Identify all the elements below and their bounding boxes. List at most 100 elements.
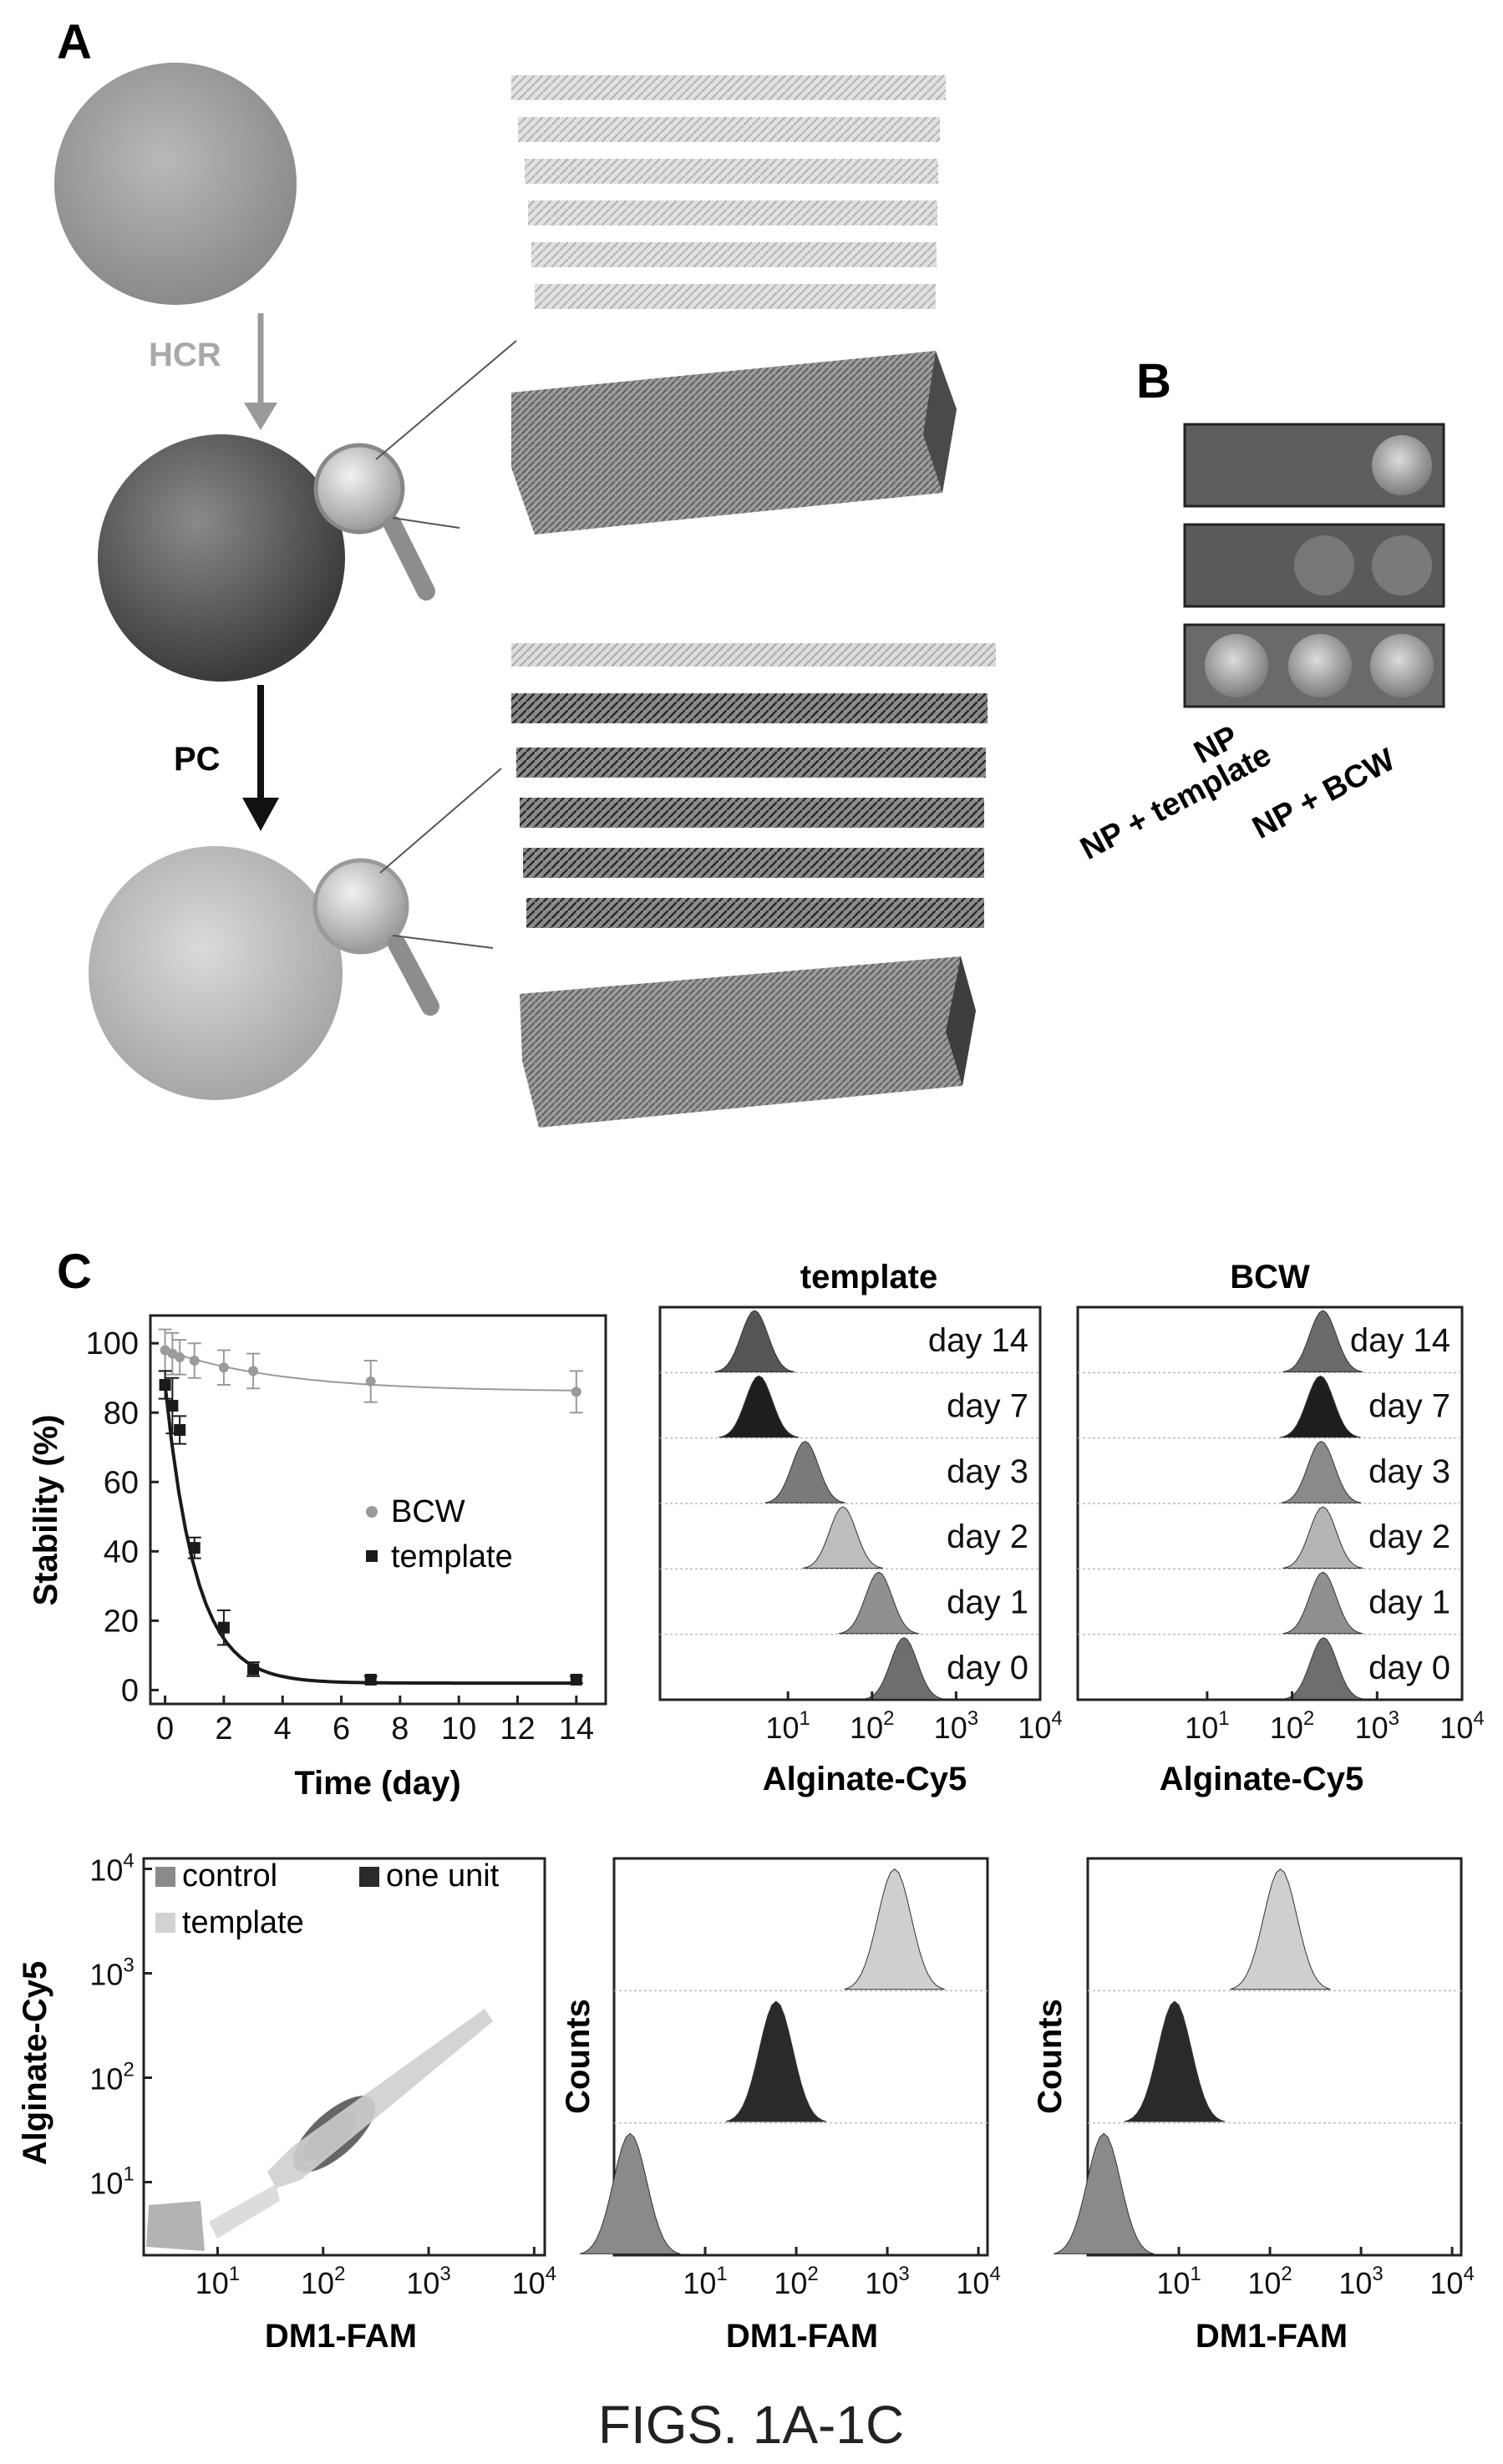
x-tick-label: 102 bbox=[774, 2263, 818, 2300]
well-label-np-template: NP + template bbox=[1075, 738, 1277, 867]
histogram-peak-day-3 bbox=[1281, 1441, 1362, 1503]
point-bcw bbox=[571, 1387, 581, 1397]
legend-one-unit: one unit bbox=[386, 1858, 500, 1894]
x-tick-label: 103 bbox=[934, 1707, 978, 1745]
point-template bbox=[247, 1663, 260, 1676]
x-tick-label: 101 bbox=[195, 2263, 240, 2300]
magnifier-handle-bottom bbox=[388, 935, 439, 1016]
counts-b-frame bbox=[1086, 1857, 1463, 2257]
counts-a-frame bbox=[612, 1857, 989, 2257]
y-tick-label: 104 bbox=[89, 1850, 134, 1888]
x-tick-label: 103 bbox=[865, 2263, 909, 2300]
legend-control: control bbox=[182, 1858, 277, 1894]
figure-caption: FIGS. 1A-1C bbox=[598, 2395, 904, 2455]
point-template bbox=[364, 1673, 377, 1686]
point-bcw bbox=[365, 1376, 376, 1387]
x-tick-label: 10 bbox=[441, 1711, 476, 1747]
x-tick-label: 14 bbox=[559, 1711, 594, 1747]
x-tick-label: 6 bbox=[333, 1711, 350, 1747]
nanoparticle-sphere-mid bbox=[98, 434, 345, 682]
y-tick-label: 100 bbox=[86, 1326, 139, 1361]
x-tick-label: 104 bbox=[512, 2263, 556, 2300]
pc-label: PC bbox=[174, 741, 221, 778]
y-tick-label: 40 bbox=[104, 1534, 139, 1569]
chart-counts-a: DM1-FAM Counts 101 102 103 104 bbox=[560, 1857, 1001, 2355]
hist-template-title: template bbox=[800, 1259, 938, 1295]
point-template bbox=[570, 1673, 582, 1686]
x-tick-label: 2 bbox=[215, 1711, 232, 1747]
point-template bbox=[159, 1379, 171, 1392]
row-label-day-1: day 1 bbox=[1368, 1584, 1450, 1621]
x-tick-label: 102 bbox=[850, 1707, 894, 1745]
y-tick-label: 103 bbox=[89, 1954, 134, 1992]
pc-arrow-head bbox=[242, 798, 279, 831]
hcr-label: HCR bbox=[149, 337, 221, 373]
stability-legend: BCW template bbox=[366, 1494, 513, 1574]
y-tick-label: 60 bbox=[104, 1465, 139, 1500]
panel-c-letter: C bbox=[57, 1245, 92, 1299]
histogram-peak-day-3 bbox=[764, 1441, 845, 1503]
scatter-ylabel: Alginate-Cy5 bbox=[17, 1961, 53, 2166]
hcr-arrow-head bbox=[244, 403, 277, 430]
row-label-day-14: day 14 bbox=[928, 1322, 1028, 1359]
row-label-day-3: day 3 bbox=[947, 1453, 1028, 1490]
chart-hist-bcw: BCW Alginate-Cy5 day 14 day 7 day 3 day 2 da… bbox=[1076, 1259, 1485, 1797]
scatter-cloud bbox=[146, 2009, 493, 2251]
histogram-peak-day-0 bbox=[863, 1637, 945, 1700]
x-tick-label: 8 bbox=[391, 1711, 409, 1747]
magnifier-lens-mid bbox=[313, 443, 405, 535]
x-tick-label: 104 bbox=[1440, 1707, 1484, 1745]
x-tick-label: 104 bbox=[1429, 2263, 1474, 2300]
point-bcw bbox=[175, 1351, 185, 1362]
hist-template-xlabel: Alginate-Cy5 bbox=[763, 1761, 967, 1797]
x-tick-label: 4 bbox=[274, 1711, 292, 1747]
point-template bbox=[174, 1424, 186, 1437]
x-tick-label: 0 bbox=[156, 1711, 174, 1747]
histogram-peak-day-7 bbox=[718, 1375, 800, 1438]
chart-hist-template: template Alginate-Cy5 day 14 day 7 day 3 da… bbox=[658, 1259, 1063, 1797]
row-label-day-1: day 1 bbox=[947, 1584, 1028, 1621]
nanoparticle-sphere-top bbox=[54, 63, 297, 305]
histogram-peak-day-14 bbox=[1282, 1310, 1363, 1372]
histogram-peak-day-7 bbox=[1280, 1375, 1361, 1438]
row-label-day-0: day 0 bbox=[947, 1650, 1028, 1686]
legend-bcw: BCW bbox=[391, 1494, 465, 1529]
stability-xlabel: Time (day) bbox=[294, 1765, 460, 1802]
row-label-day-2: day 2 bbox=[947, 1518, 1028, 1555]
hist-bcw-title: BCW bbox=[1230, 1259, 1310, 1295]
well-strips bbox=[1183, 423, 1445, 708]
chart-counts-b: DM1-FAM Counts 101 102 103 104 bbox=[1032, 1857, 1475, 2355]
panel-b-letter: B bbox=[1136, 354, 1171, 408]
x-tick-label: 12 bbox=[500, 1711, 535, 1747]
point-template bbox=[217, 1621, 230, 1634]
x-tick-label: 104 bbox=[1018, 1707, 1062, 1745]
point-template bbox=[188, 1542, 201, 1554]
chart-scatter-dm1: DM1-FAM Alginate-Cy5 control one unit te… bbox=[17, 1850, 556, 2355]
scatter-frame bbox=[142, 1857, 546, 2257]
panel-a-letter: A bbox=[57, 15, 92, 69]
legend-template: template bbox=[391, 1539, 513, 1574]
point-bcw bbox=[248, 1366, 259, 1376]
x-tick-label: 101 bbox=[1156, 2263, 1201, 2300]
row-label-day-3: day 3 bbox=[1368, 1453, 1450, 1490]
histogram-peak-day-1 bbox=[838, 1571, 919, 1635]
fit-line-template bbox=[163, 1384, 576, 1686]
x-tick-label: 102 bbox=[1247, 2263, 1292, 2300]
x-tick-label: 104 bbox=[956, 2263, 1000, 2300]
counts-a-xlabel: DM1-FAM bbox=[726, 2318, 878, 2355]
layered-structure-upper bbox=[511, 75, 957, 535]
x-tick-label: 102 bbox=[301, 2263, 345, 2300]
layered-structure-lower bbox=[511, 643, 996, 1128]
panel-a-illustration: HCR PC bbox=[54, 63, 996, 1128]
row-label-day-14: day 14 bbox=[1350, 1322, 1450, 1359]
chart-stability: Time (day) Stability (%) 0 2 4 6 8 10 12 14 0 20 4… bbox=[28, 1314, 607, 1802]
histogram-peak bbox=[1054, 2132, 1155, 2254]
nanoparticle-sphere-bottom bbox=[89, 846, 343, 1100]
x-tick-label: 102 bbox=[1270, 1707, 1314, 1745]
row-label-day-0: day 0 bbox=[1368, 1650, 1450, 1686]
stability-ylabel: Stability (%) bbox=[28, 1415, 64, 1606]
row-label-day-7: day 7 bbox=[947, 1388, 1028, 1425]
y-tick-label: 20 bbox=[104, 1604, 139, 1639]
scatter-legend: control one unit template bbox=[155, 1858, 500, 1940]
